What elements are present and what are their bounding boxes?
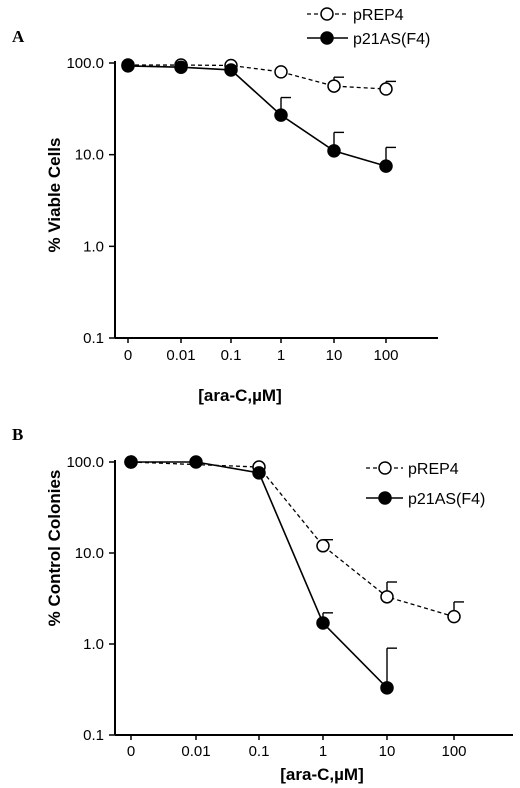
data-point-p21ASF4 (121, 59, 135, 73)
panel-label: B (12, 425, 23, 444)
data-point-pREP4 (274, 65, 288, 79)
series-layer (124, 455, 464, 695)
y-tick-label: 10.0 (75, 147, 104, 164)
x-tick-label: 0.1 (249, 743, 270, 760)
series-line-pREP4 (128, 64, 387, 90)
x-tick-label: 100 (373, 347, 398, 364)
legend-label-pREP4: pREP4 (353, 7, 404, 24)
axes (109, 61, 438, 343)
legend-marker-pREP4 (320, 7, 334, 21)
panel-a: A 100.0 10.0 1.0 0.1 0 0.01 0.1 1 10 100 [ara-C,µ… (12, 7, 438, 405)
y-tick-label: 0.1 (83, 330, 104, 347)
x-axis-title: [ara-C,µM] (280, 765, 363, 784)
data-point-p21ASF4 (189, 455, 203, 469)
data-point-p21ASF4 (224, 63, 238, 77)
data-point-p21ASF4 (124, 455, 138, 469)
data-point-p21ASF4 (379, 159, 393, 173)
x-tick-label: 10 (379, 743, 396, 760)
series-layer (121, 58, 396, 173)
data-point-pREP4 (327, 79, 341, 93)
legend-marker-p21AS (320, 31, 334, 45)
y-tick-label: 1.0 (83, 636, 104, 653)
y-tick-label: 100.0 (66, 55, 104, 72)
data-point-p21ASF4 (274, 108, 288, 122)
x-tick-label: 10 (326, 347, 343, 364)
y-tick-label: 0.1 (83, 727, 104, 744)
data-point-pREP4 (316, 539, 330, 553)
y-tick-label: 10.0 (75, 545, 104, 562)
legend: pREP4 p21AS(F4) (307, 7, 430, 48)
series-line-pREP4 (130, 461, 455, 618)
tick-labels: 100.0 10.0 1.0 0.1 0 0.01 0.1 1 10 100 (66, 454, 466, 760)
series-p21ASF4 (124, 455, 397, 695)
legend-marker-pREP4 (378, 461, 392, 475)
x-tick-label: 1 (319, 743, 327, 760)
series-line-p21ASF4 (131, 461, 388, 689)
data-point-p21ASF4 (327, 144, 341, 158)
legend-label-pREP4: pREP4 (408, 461, 459, 478)
y-axis-title: % Viable Cells (45, 138, 64, 253)
series-pREP4 (124, 455, 464, 624)
series-p21ASF4 (121, 59, 396, 173)
panel-label: A (12, 27, 25, 46)
legend-marker-p21AS (378, 491, 392, 505)
panel-b: B 100.0 10.0 1.0 0.1 0 0.01 0.1 1 10 100 [ara-C,µ… (12, 425, 513, 784)
series-pREP4 (121, 58, 396, 96)
data-point-p21ASF4 (316, 616, 330, 630)
x-tick-label: 0.01 (181, 743, 210, 760)
data-point-p21ASF4 (174, 60, 188, 74)
data-point-p21ASF4 (380, 681, 394, 695)
x-tick-label: 0 (127, 743, 135, 760)
data-point-p21ASF4 (252, 466, 266, 480)
tick-labels: 100.0 10.0 1.0 0.1 0 0.01 0.1 1 10 100 (66, 55, 398, 364)
legend: pREP4 p21AS(F4) (366, 461, 485, 508)
x-tick-label: 100 (441, 743, 466, 760)
legend-label-p21AS: p21AS(F4) (353, 31, 430, 48)
data-point-pREP4 (380, 590, 394, 604)
data-point-pREP4 (379, 82, 393, 96)
axes (109, 460, 513, 740)
x-tick-label: 0.1 (221, 347, 242, 364)
legend-label-p21AS: p21AS(F4) (408, 491, 485, 508)
data-point-pREP4 (447, 609, 461, 624)
series-line-p21ASF4 (127, 65, 387, 167)
y-axis-title: % Control Colonies (45, 470, 64, 627)
y-tick-label: 1.0 (83, 238, 104, 255)
x-tick-label: 0.01 (166, 347, 195, 364)
y-tick-label: 100.0 (66, 454, 104, 471)
x-tick-label: 1 (277, 347, 285, 364)
x-tick-label: 0 (124, 347, 132, 364)
x-axis-title: [ara-C,µM] (198, 386, 281, 405)
